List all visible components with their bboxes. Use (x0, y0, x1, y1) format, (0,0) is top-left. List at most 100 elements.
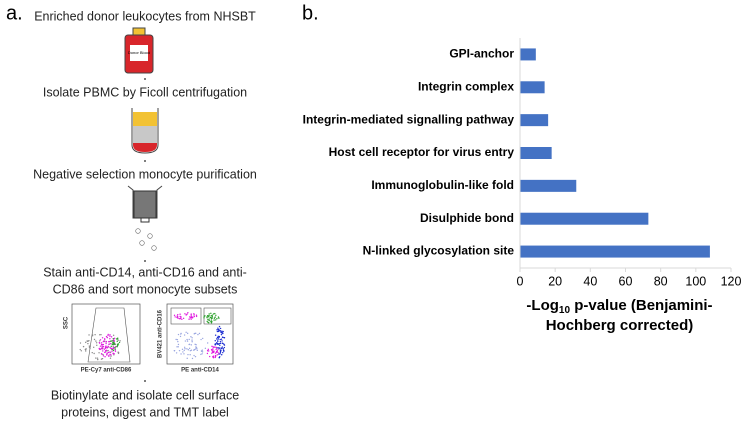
event-dot (210, 312, 212, 315)
event-dot (216, 354, 219, 356)
x-tick-label: 40 (583, 274, 597, 288)
event-dot (104, 346, 107, 348)
event-dot (112, 349, 115, 352)
event-dot (221, 354, 223, 356)
event-dot (200, 338, 202, 341)
event-dot (185, 331, 187, 333)
event-dot (200, 353, 202, 356)
event-dot (218, 343, 221, 345)
event-dot (177, 313, 179, 316)
event-dot (111, 350, 113, 352)
bar (520, 114, 549, 127)
event-dot (110, 354, 112, 356)
event-dot (219, 347, 221, 349)
y-tick-label: N-linked glycosylation site (363, 244, 515, 258)
x-tick-label: 20 (548, 274, 562, 288)
event-dot (189, 316, 191, 318)
event-dot (108, 354, 110, 357)
event-dot (214, 352, 217, 354)
event-dot (100, 342, 103, 344)
event-dot (188, 318, 190, 320)
event-dot (117, 339, 119, 341)
event-dot (192, 316, 194, 319)
column-tip (140, 217, 150, 223)
event-dot (208, 318, 210, 320)
event-dot (178, 317, 181, 320)
event-dot (179, 313, 181, 315)
event-dot (114, 346, 116, 349)
event-dot (212, 351, 215, 354)
event-dot (221, 342, 223, 344)
event-dot (88, 346, 91, 348)
event-dot (109, 357, 112, 359)
event-dot (211, 345, 213, 348)
event-dot (207, 348, 210, 351)
event-dot (177, 333, 180, 336)
event-dot (222, 348, 225, 350)
event-dot (204, 347, 207, 350)
y-tick-label: Disulphide bond (420, 211, 514, 225)
event-dot (186, 340, 189, 342)
event-dot (211, 351, 214, 354)
event-dot (221, 336, 224, 338)
event-dot (186, 332, 189, 335)
event-dot (212, 350, 215, 352)
event-dot (203, 315, 205, 318)
event-dot (196, 347, 198, 350)
event-dot (110, 347, 112, 350)
axis-label: SSC (64, 316, 70, 329)
event-dot (85, 341, 87, 344)
event-dot (214, 316, 216, 318)
event-dot (91, 351, 93, 354)
event-dot (112, 334, 115, 336)
event-dot (102, 353, 104, 356)
event-dot (107, 345, 109, 348)
event-dot (223, 346, 226, 349)
event-dot (190, 313, 192, 315)
event-dot (105, 345, 107, 347)
event-dot (208, 314, 210, 317)
event-dot (207, 318, 209, 321)
event-dot (102, 343, 105, 346)
event-dot (219, 340, 222, 343)
bar (520, 212, 649, 225)
event-dot (109, 334, 111, 336)
x-tick-label: 120 (721, 274, 742, 288)
event-dot (210, 317, 213, 319)
event-dot (182, 317, 185, 320)
event-dot (109, 340, 112, 342)
event-dot (219, 351, 222, 354)
event-dot (99, 339, 102, 341)
event-dot (109, 351, 111, 353)
event-dot (96, 344, 98, 346)
event-dot (85, 348, 87, 350)
event-dot (206, 350, 209, 352)
event-dot (118, 341, 121, 344)
x-tick-label: 80 (654, 274, 668, 288)
event-dot (191, 357, 194, 360)
event-dot (109, 338, 111, 340)
event-dot (186, 357, 188, 360)
bar (520, 147, 552, 159)
event-dot (103, 338, 106, 340)
event-dot (183, 346, 186, 349)
event-dot (220, 331, 223, 334)
event-dot (99, 345, 102, 347)
event-dot (95, 342, 98, 344)
event-dot (106, 336, 109, 339)
event-dot (208, 319, 210, 322)
arrow (144, 160, 146, 162)
axis-label: PE anti-CD14 (181, 368, 219, 374)
event-dot (196, 349, 199, 352)
event-dot (98, 340, 101, 342)
events (79, 333, 121, 361)
event-dot (187, 349, 190, 351)
event-dot (215, 354, 217, 357)
event-dot (86, 340, 88, 342)
x-axis-label-part: 10 (559, 305, 571, 316)
event-dot (179, 335, 182, 338)
event-dot (97, 358, 99, 361)
event-dot (210, 319, 213, 321)
rbc (133, 143, 157, 152)
